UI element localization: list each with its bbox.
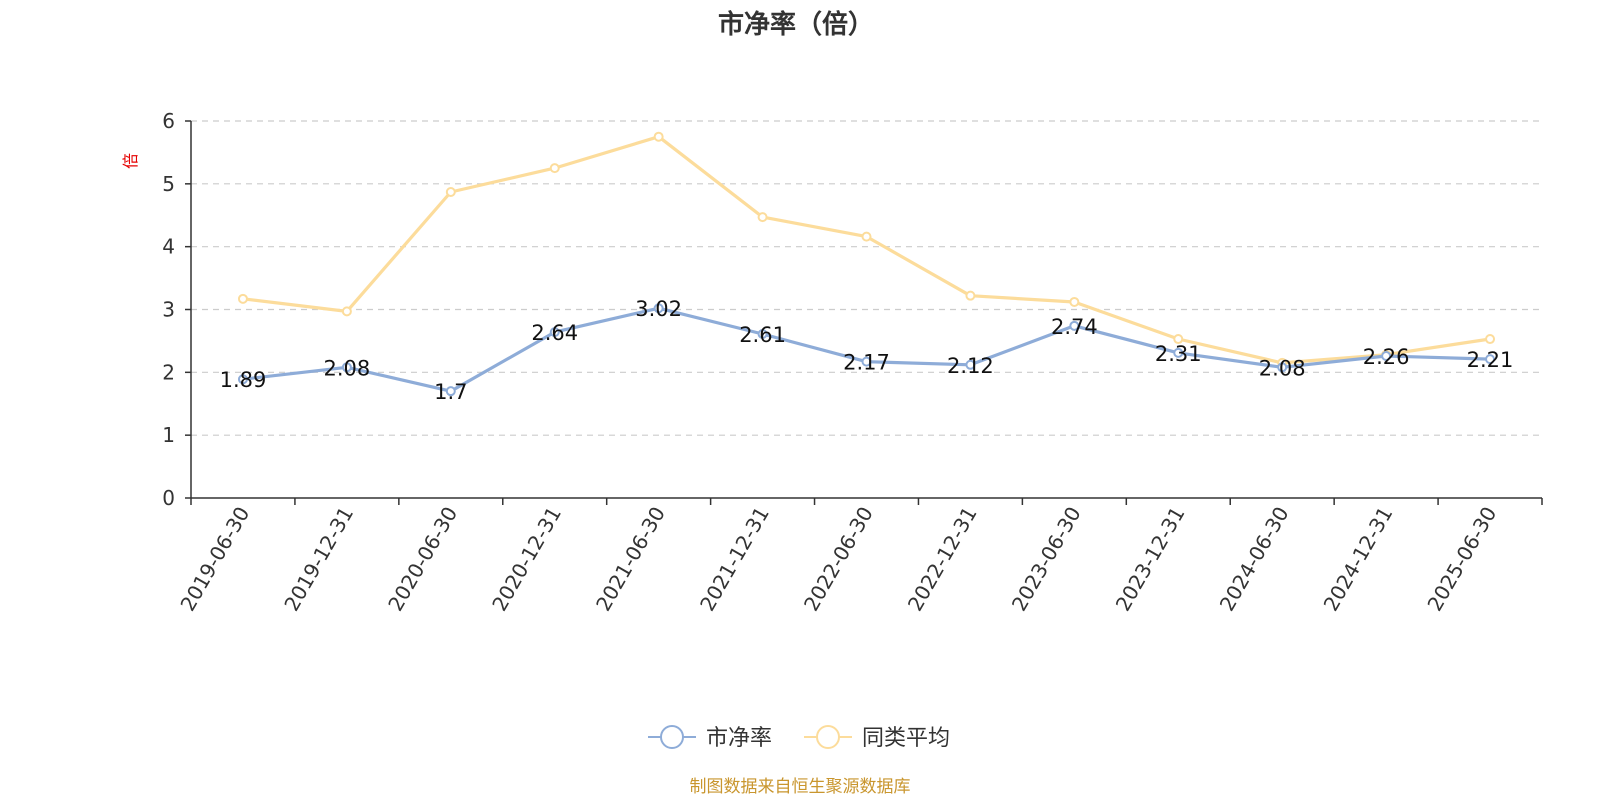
y-tick-6: 6 bbox=[162, 109, 175, 133]
legend-marker-0 bbox=[660, 725, 684, 749]
x-tick-2019-06-30: 2019-06-30 bbox=[175, 503, 254, 616]
x-tick-2024-06-30: 2024-06-30 bbox=[1215, 503, 1294, 616]
y-axis-label: 倍 bbox=[121, 153, 140, 169]
x-tick-2022-12-31: 2022-12-31 bbox=[903, 503, 982, 616]
series-0-point-4 bbox=[653, 303, 664, 314]
x-tick-2024-12-31: 2024-12-31 bbox=[1319, 503, 1398, 616]
series-0-point-11 bbox=[1381, 350, 1392, 361]
data-label-7: 2.12 bbox=[947, 354, 994, 378]
y-tick-2: 2 bbox=[162, 360, 175, 384]
data-label-0: 1.89 bbox=[220, 368, 267, 392]
series-0-point-8 bbox=[1069, 320, 1080, 331]
x-tick-labels: 2019-06-30 2019-12-31 2020-06-30 2020-12-31… bbox=[175, 498, 1543, 616]
series-lines bbox=[237, 131, 1496, 397]
gridlines bbox=[191, 120, 1542, 436]
data-label-5: 2.61 bbox=[739, 323, 786, 347]
chart-title: 市净率（倍） bbox=[718, 9, 874, 40]
series-0-point-9 bbox=[1173, 347, 1184, 358]
y-tick-labels: 0 1 2 3 4 5 6 bbox=[162, 109, 191, 510]
series-1-point-9 bbox=[1173, 334, 1184, 345]
series-1-point-3 bbox=[549, 163, 560, 174]
data-label-1: 2.08 bbox=[324, 356, 371, 380]
y-tick-4: 4 bbox=[162, 235, 175, 259]
data-label-8: 2.74 bbox=[1051, 315, 1098, 339]
y-tick-3: 3 bbox=[162, 298, 175, 322]
x-tick-2021-06-30: 2021-06-30 bbox=[591, 503, 670, 616]
series-1-point-5 bbox=[757, 212, 768, 223]
x-tick-2025-06-30: 2025-06-30 bbox=[1422, 503, 1501, 616]
series-0-point-6 bbox=[861, 356, 872, 367]
y-tick-5: 5 bbox=[162, 172, 175, 196]
legend-marker-1 bbox=[816, 725, 840, 749]
x-tick-2021-12-31: 2021-12-31 bbox=[695, 503, 774, 616]
series-1-point-12 bbox=[1485, 334, 1496, 345]
x-tick-2020-12-31: 2020-12-31 bbox=[487, 503, 566, 616]
series-0-point-10 bbox=[1277, 362, 1288, 373]
source-note: 制图数据来自恒生聚源数据库 bbox=[690, 777, 911, 797]
x-tick-2023-06-30: 2023-06-30 bbox=[1007, 503, 1086, 616]
series-0-point-0 bbox=[237, 374, 248, 385]
series-1-point-1 bbox=[341, 306, 352, 317]
y-tick-0: 0 bbox=[162, 486, 175, 510]
x-tick-2023-12-31: 2023-12-31 bbox=[1111, 503, 1190, 616]
series-0-point-3 bbox=[549, 327, 560, 338]
series-1-point-7 bbox=[965, 290, 976, 301]
x-tick-2020-06-30: 2020-06-30 bbox=[383, 503, 462, 616]
data-label-12: 2.21 bbox=[1467, 348, 1514, 372]
series-1-point-2 bbox=[445, 187, 456, 198]
legend-label-0: 市净率 bbox=[706, 726, 772, 751]
series-0-point-2 bbox=[445, 386, 456, 397]
data-label-6: 2.17 bbox=[843, 351, 890, 375]
series-0-point-1 bbox=[341, 362, 352, 373]
series-1-point-8 bbox=[1069, 296, 1080, 307]
data-label-10: 2.08 bbox=[1259, 356, 1306, 380]
data-label-9: 2.31 bbox=[1155, 342, 1202, 366]
series-1-point-0 bbox=[237, 293, 248, 304]
y-tick-1: 1 bbox=[162, 423, 175, 447]
x-tick-2019-12-31: 2019-12-31 bbox=[279, 503, 358, 616]
data-labels: 1.89 2.08 1.7 2.64 3.02 2.61 2.17 2.12 2.74 2.31 2… bbox=[220, 297, 1514, 404]
data-label-2: 1.7 bbox=[434, 380, 467, 404]
data-label-4: 3.02 bbox=[635, 297, 682, 321]
series-0-point-7 bbox=[965, 359, 976, 370]
data-label-11: 2.26 bbox=[1363, 345, 1410, 369]
series-1-point-4 bbox=[653, 131, 664, 142]
data-label-3: 2.64 bbox=[531, 321, 578, 345]
series-line-1 bbox=[242, 135, 1491, 365]
legend: 市净率 同类平均 bbox=[648, 725, 950, 751]
legend-label-1: 同类平均 bbox=[862, 726, 950, 751]
series-0-point-12 bbox=[1485, 354, 1496, 365]
x-tick-2022-06-30: 2022-06-30 bbox=[799, 503, 878, 616]
series-0-point-5 bbox=[757, 329, 768, 340]
series-1-point-6 bbox=[861, 231, 872, 242]
